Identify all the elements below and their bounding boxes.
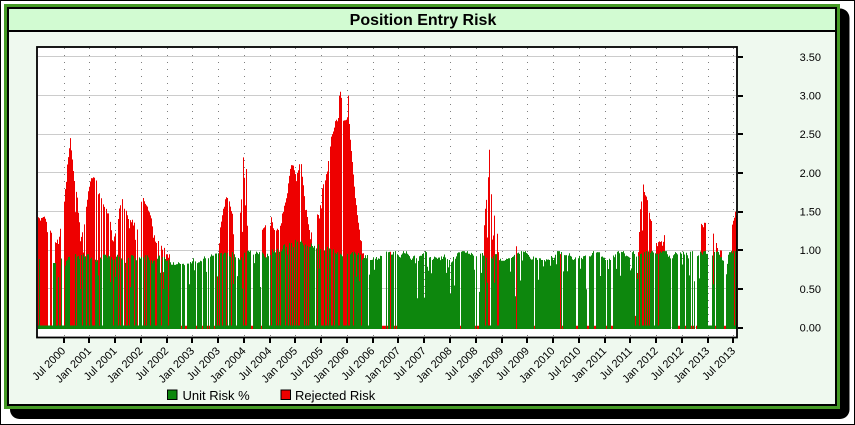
svg-text:2.00: 2.00 xyxy=(800,168,821,180)
svg-text:2.50: 2.50 xyxy=(800,129,821,141)
svg-text:3.00: 3.00 xyxy=(800,91,821,103)
svg-text:0.50: 0.50 xyxy=(800,284,821,296)
svg-text:1.50: 1.50 xyxy=(800,207,821,219)
svg-text:Rejected Risk: Rejected Risk xyxy=(295,388,376,403)
svg-text:Position Entry Risk: Position Entry Risk xyxy=(350,12,497,29)
svg-text:1.00: 1.00 xyxy=(800,245,821,257)
svg-text:3.50: 3.50 xyxy=(800,52,821,64)
svg-text:0.00: 0.00 xyxy=(800,323,821,335)
svg-text:Unit Risk %: Unit Risk % xyxy=(183,388,251,403)
